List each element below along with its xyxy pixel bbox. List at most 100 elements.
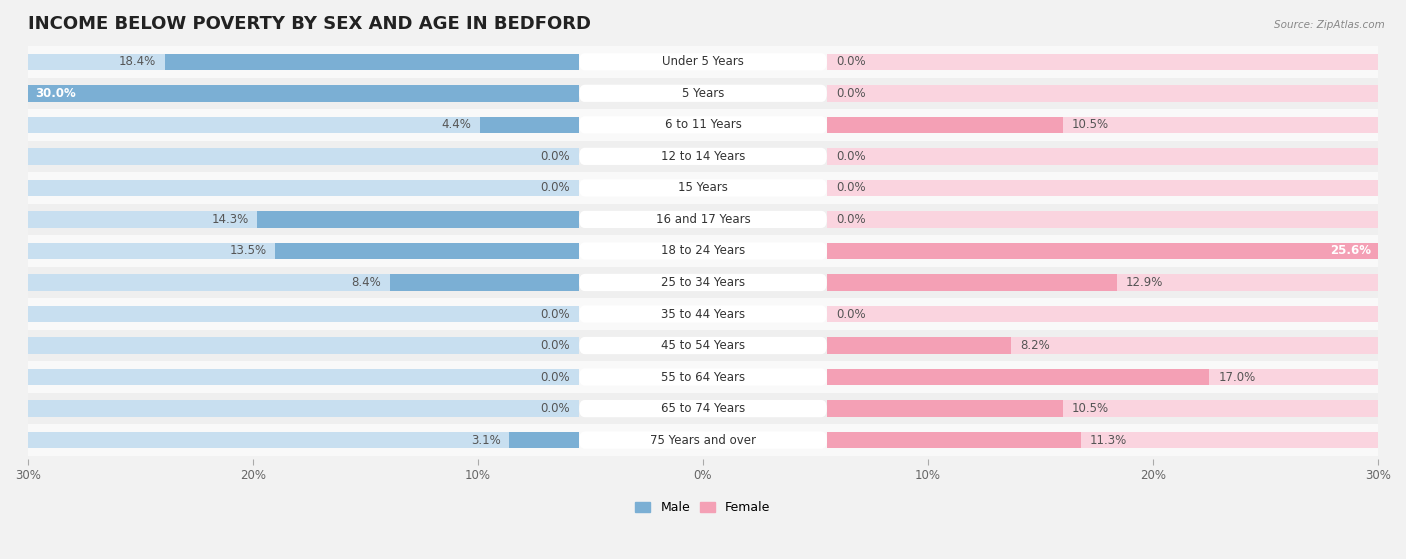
Bar: [28, 78, 1378, 109]
Bar: [391, 274, 579, 291]
Text: 0.0%: 0.0%: [541, 402, 571, 415]
FancyBboxPatch shape: [579, 337, 827, 354]
Text: 65 to 74 Years: 65 to 74 Years: [661, 402, 745, 415]
Bar: [28, 211, 579, 228]
Bar: [28, 179, 579, 196]
FancyBboxPatch shape: [579, 243, 827, 259]
Text: 35 to 44 Years: 35 to 44 Years: [661, 307, 745, 320]
FancyBboxPatch shape: [579, 211, 827, 228]
Text: 0.0%: 0.0%: [541, 371, 571, 383]
Bar: [28, 148, 579, 164]
Text: 5 Years: 5 Years: [682, 87, 724, 100]
Bar: [827, 179, 1378, 196]
Text: 0.0%: 0.0%: [835, 55, 865, 68]
Bar: [28, 393, 1378, 424]
Bar: [28, 337, 579, 354]
Bar: [827, 369, 1378, 385]
Bar: [28, 172, 1378, 203]
Text: 0.0%: 0.0%: [541, 150, 571, 163]
Text: Under 5 Years: Under 5 Years: [662, 55, 744, 68]
Bar: [827, 274, 1116, 291]
Bar: [827, 85, 1378, 102]
Bar: [28, 243, 579, 259]
Text: INCOME BELOW POVERTY BY SEX AND AGE IN BEDFORD: INCOME BELOW POVERTY BY SEX AND AGE IN B…: [28, 15, 591, 33]
Text: 6 to 11 Years: 6 to 11 Years: [665, 119, 741, 131]
Text: 0.0%: 0.0%: [541, 182, 571, 195]
Text: 4.4%: 4.4%: [441, 119, 471, 131]
Bar: [28, 54, 579, 70]
Text: 14.3%: 14.3%: [211, 213, 249, 226]
FancyBboxPatch shape: [579, 148, 827, 165]
Text: 8.2%: 8.2%: [1021, 339, 1050, 352]
Bar: [827, 148, 1378, 164]
Text: 12.9%: 12.9%: [1126, 276, 1163, 289]
Bar: [28, 141, 1378, 172]
Text: 45 to 54 Years: 45 to 54 Years: [661, 339, 745, 352]
Bar: [827, 432, 1378, 448]
Bar: [28, 299, 1378, 330]
Text: 13.5%: 13.5%: [229, 244, 267, 258]
Text: 0.0%: 0.0%: [541, 339, 571, 352]
Bar: [28, 85, 579, 102]
Text: 0.0%: 0.0%: [835, 150, 865, 163]
Text: 55 to 64 Years: 55 to 64 Years: [661, 371, 745, 383]
Text: 0.0%: 0.0%: [835, 182, 865, 195]
Text: 30.0%: 30.0%: [35, 87, 76, 100]
Bar: [28, 424, 1378, 456]
Bar: [165, 54, 579, 70]
FancyBboxPatch shape: [579, 305, 827, 323]
Bar: [28, 361, 1378, 393]
Bar: [827, 337, 1378, 354]
Text: 11.3%: 11.3%: [1090, 434, 1128, 447]
Bar: [827, 117, 1063, 133]
Text: 10.5%: 10.5%: [1071, 119, 1109, 131]
Bar: [827, 400, 1378, 417]
FancyBboxPatch shape: [579, 432, 827, 449]
Bar: [827, 337, 1011, 354]
Text: 3.1%: 3.1%: [471, 434, 501, 447]
Bar: [827, 211, 1378, 228]
Bar: [28, 203, 1378, 235]
Bar: [276, 243, 579, 259]
Bar: [827, 432, 1081, 448]
Bar: [827, 54, 1378, 70]
Bar: [28, 109, 1378, 141]
Bar: [28, 267, 1378, 299]
Text: 75 Years and over: 75 Years and over: [650, 434, 756, 447]
Bar: [28, 330, 1378, 361]
Text: Source: ZipAtlas.com: Source: ZipAtlas.com: [1274, 20, 1385, 30]
Bar: [481, 117, 579, 133]
Text: 15 Years: 15 Years: [678, 182, 728, 195]
Text: 25 to 34 Years: 25 to 34 Years: [661, 276, 745, 289]
Bar: [28, 400, 579, 417]
Bar: [28, 117, 579, 133]
Bar: [509, 432, 579, 448]
Text: 10.5%: 10.5%: [1071, 402, 1109, 415]
Bar: [827, 400, 1063, 417]
Bar: [827, 243, 1403, 259]
Bar: [257, 211, 579, 228]
FancyBboxPatch shape: [579, 368, 827, 386]
Text: 18 to 24 Years: 18 to 24 Years: [661, 244, 745, 258]
Bar: [827, 369, 1209, 385]
Text: 0.0%: 0.0%: [835, 87, 865, 100]
Legend: Male, Female: Male, Female: [630, 496, 776, 519]
Bar: [28, 46, 1378, 78]
Text: 12 to 14 Years: 12 to 14 Years: [661, 150, 745, 163]
Bar: [28, 235, 1378, 267]
Bar: [827, 117, 1378, 133]
Text: 16 and 17 Years: 16 and 17 Years: [655, 213, 751, 226]
FancyBboxPatch shape: [579, 179, 827, 197]
Bar: [28, 369, 579, 385]
Bar: [28, 306, 579, 322]
Bar: [0, 85, 579, 102]
Text: 25.6%: 25.6%: [1330, 244, 1371, 258]
Text: 0.0%: 0.0%: [835, 213, 865, 226]
Text: 18.4%: 18.4%: [120, 55, 156, 68]
Bar: [28, 274, 579, 291]
FancyBboxPatch shape: [579, 274, 827, 291]
FancyBboxPatch shape: [579, 53, 827, 70]
Text: 0.0%: 0.0%: [835, 307, 865, 320]
Text: 0.0%: 0.0%: [541, 307, 571, 320]
Bar: [827, 243, 1378, 259]
